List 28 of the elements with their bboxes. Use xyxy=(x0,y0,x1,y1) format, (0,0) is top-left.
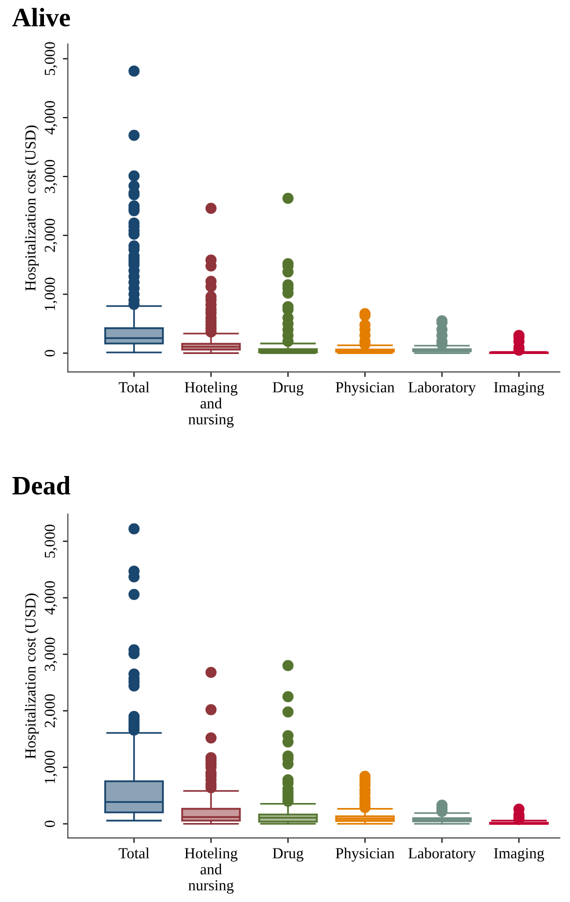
x-tick-label: Drug xyxy=(272,848,304,862)
x-tick-label: Total xyxy=(118,848,150,858)
x-tick-label: Imaging xyxy=(494,848,544,862)
y-tick-label: 1,000 xyxy=(44,278,58,310)
y-tick-label: 2,000 xyxy=(44,218,58,252)
x-tick-label: Laboratory xyxy=(408,848,476,862)
x-tick-label: Hoteling and nursing xyxy=(184,382,238,428)
y-tick-label: 5,000 xyxy=(44,524,58,558)
x-tick-label: Laboratory xyxy=(408,382,476,396)
y-tick-label: 3,000 xyxy=(44,638,58,671)
chart-title: Alive xyxy=(12,8,70,26)
y-tick-label: 1,000 xyxy=(44,750,58,784)
x-tick-label: Drug xyxy=(272,382,304,396)
y-axis-title: Hospitalization cost (USD) xyxy=(24,126,39,291)
x-tick-label: Physician xyxy=(336,848,394,862)
x-tick-label: Hoteling and nursing xyxy=(184,848,238,894)
y-axis-title: Hospitalization cost (USD) xyxy=(24,594,39,759)
chart-title: Dead xyxy=(12,476,70,495)
y-tick-label: 2,000 xyxy=(44,694,58,728)
y-tick-label: 4,000 xyxy=(44,581,58,615)
x-tick-label: Total xyxy=(118,382,150,392)
y-tick-label: 0 xyxy=(44,350,56,356)
x-tick-label: Imaging xyxy=(494,382,544,396)
y-tick-label: 4,000 xyxy=(44,101,58,135)
x-tick-label: Physician xyxy=(336,382,394,396)
y-tick-label: 0 xyxy=(44,820,56,828)
y-tick-label: 3,000 xyxy=(44,160,58,193)
y-tick-label: 5,000 xyxy=(44,42,58,76)
